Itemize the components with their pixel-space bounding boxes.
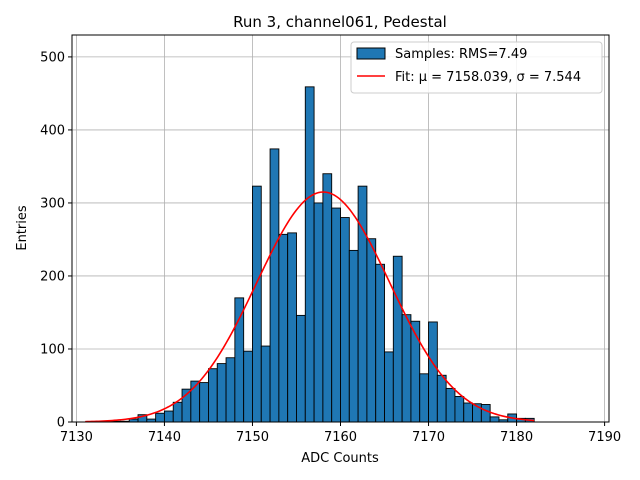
histogram-bar — [428, 321, 438, 423]
y-axis-ticks: 0 100 200 300 400 500 — [40, 50, 72, 431]
y-tick-label: 400 — [40, 123, 65, 138]
histogram-bar — [384, 351, 394, 423]
histogram-bar — [419, 373, 429, 423]
x-axis-ticks: 7130 7140 7150 7160 7170 7180 7190 — [60, 422, 621, 445]
histogram-bar — [296, 314, 306, 423]
histogram-bar — [445, 387, 456, 423]
histogram-bar — [489, 416, 500, 423]
histogram-bar — [287, 232, 297, 423]
histogram-bar — [313, 202, 324, 423]
legend-fit-label: Fit: μ = 7158.039, σ = 7.544 — [395, 70, 581, 85]
histogram-bar — [155, 412, 165, 423]
x-tick-label: 7140 — [148, 430, 181, 445]
fit-curve — [85, 191, 535, 423]
histogram-bar — [269, 148, 280, 423]
histogram-bar — [199, 382, 209, 423]
histogram-bar — [375, 263, 385, 423]
histogram-bar — [252, 185, 262, 423]
chart-title: Run 3, channel061, Pedestal — [233, 13, 447, 31]
legend-samples-swatch — [356, 47, 386, 60]
histogram-bar — [225, 357, 236, 423]
histogram-bar — [357, 185, 368, 423]
histogram-bars — [102, 86, 535, 423]
x-tick-label: 7180 — [500, 430, 533, 445]
y-tick-label: 100 — [40, 342, 65, 357]
histogram-bar — [366, 238, 377, 423]
histogram-bar — [172, 401, 183, 423]
x-tick-label: 7130 — [60, 430, 93, 445]
histogram-bar — [401, 314, 412, 423]
histogram-bar — [340, 217, 350, 423]
x-tick-label: 7190 — [588, 430, 621, 445]
x-tick-label: 7150 — [236, 430, 269, 445]
y-axis-title: Entries — [15, 205, 30, 251]
histogram-bar — [480, 404, 491, 423]
histogram-bar — [392, 255, 403, 423]
histogram-bar — [260, 345, 271, 423]
histogram-bar — [216, 363, 227, 423]
histogram-bar — [410, 320, 421, 423]
legend-box — [350, 41, 603, 94]
histogram-bar — [436, 374, 447, 423]
histogram-bar — [278, 233, 289, 423]
legend-samples-label: Samples: RMS=7.49 — [395, 47, 527, 62]
x-axis-title: ADC Counts — [301, 451, 379, 466]
x-tick-label: 7170 — [412, 430, 445, 445]
histogram-bar — [190, 380, 201, 423]
histogram-bar — [463, 402, 473, 423]
histogram-bar — [208, 368, 218, 423]
x-tick-label: 7160 — [324, 430, 357, 445]
y-tick-label: 500 — [40, 50, 65, 65]
y-tick-label: 200 — [40, 269, 65, 284]
histogram-bar — [243, 350, 253, 423]
histogram-bar — [331, 207, 341, 423]
y-tick-label: 300 — [40, 196, 65, 211]
histogram-bar — [163, 410, 174, 423]
histogram-bar — [348, 249, 359, 423]
histogram-bar — [454, 395, 465, 423]
histogram-bar — [234, 297, 245, 423]
y-tick-label: 0 — [57, 416, 65, 431]
histogram-bar — [304, 86, 315, 423]
histogram-bar — [322, 173, 333, 423]
legend: Samples: RMS=7.49 Fit: μ = 7158.039, σ =… — [350, 41, 603, 94]
